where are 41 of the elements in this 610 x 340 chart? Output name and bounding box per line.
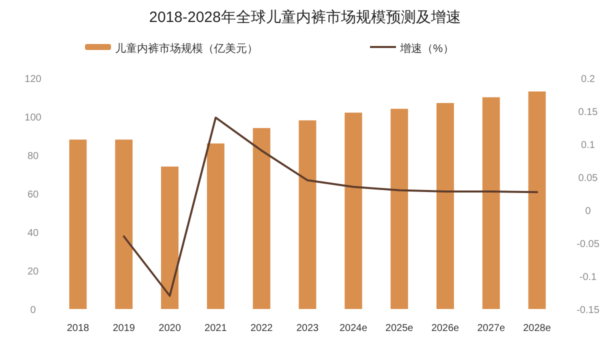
- x-tick-label: 2027e: [477, 323, 506, 334]
- bar: [482, 97, 500, 309]
- y2-tick-label: 0.05: [578, 173, 598, 184]
- y2-tick-label: -0.1: [579, 272, 598, 283]
- x-tick-label: 2024e: [340, 323, 368, 334]
- y2-tick-label: -0.15: [576, 305, 600, 316]
- x-tick-label: 2021: [204, 323, 228, 334]
- legend-label: 儿童内裤市场规模（亿美元）: [115, 42, 258, 55]
- x-tick-label: 2025e: [385, 323, 414, 334]
- bar: [528, 91, 546, 309]
- bar: [69, 140, 87, 309]
- y2-tick-label: 0: [585, 206, 592, 217]
- y-tick-label: 40: [27, 228, 39, 239]
- bar: [390, 108, 408, 309]
- bar: [436, 103, 454, 309]
- y-tick-label: 60: [27, 190, 39, 200]
- line-series: [122, 116, 538, 297]
- bar: [252, 128, 270, 309]
- x-tick-label: 2028e: [523, 323, 552, 334]
- y-tick-label: 80: [27, 151, 39, 162]
- y-tick-label: 20: [27, 266, 39, 278]
- x-tick-label: 2022: [250, 323, 274, 334]
- chart-title: 2018-2028年全球儿童内裤市场规模预测及增速: [149, 9, 461, 26]
- bar: [344, 112, 362, 309]
- y2-tick-label: 0.2: [581, 74, 596, 85]
- y-tick-label: 100: [24, 112, 42, 124]
- bar: [298, 120, 316, 309]
- x-tick-label: 2019: [112, 323, 136, 334]
- y2-tick-label: 0.1: [581, 140, 596, 151]
- y-tick-label: 120: [24, 74, 42, 85]
- bar: [206, 143, 224, 309]
- y2-tick-label: 0.15: [578, 107, 598, 118]
- x-tick-label: 2020: [158, 323, 182, 334]
- bar: [161, 166, 178, 309]
- x-tick-label: 2018: [66, 323, 90, 334]
- legend-label: 增速（%）: [399, 42, 454, 55]
- y2-tick-label: -0.05: [576, 239, 600, 250]
- bar: [115, 140, 133, 309]
- y-tick-label: 0: [30, 305, 36, 316]
- x-tick-label: 2026e: [431, 323, 460, 334]
- x-tick-label: 2023: [296, 323, 320, 334]
